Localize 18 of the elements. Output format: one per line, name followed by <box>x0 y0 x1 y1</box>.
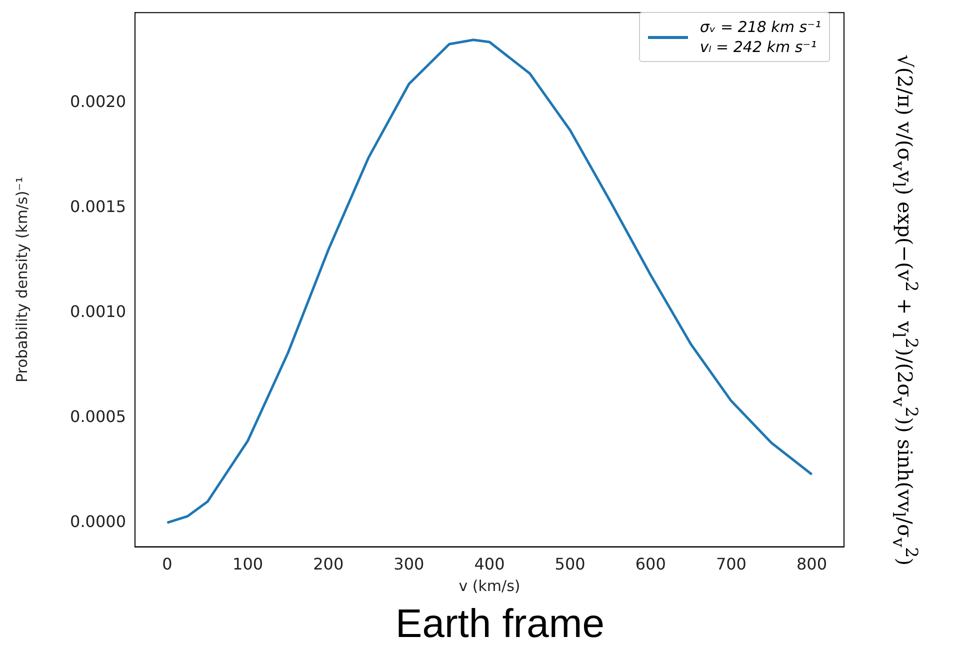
x-axis-title: v (km/s) <box>458 576 520 595</box>
x-tick-label: 0 <box>162 554 172 574</box>
x-tick-label: 200 <box>313 554 344 574</box>
y-tick-label: 0.0005 <box>70 406 126 426</box>
x-tick-label: 300 <box>394 554 424 574</box>
text: Earth frame <box>394 602 606 647</box>
x-tick-label: 600 <box>635 554 666 574</box>
legend-label: σᵥ = 218 km s⁻¹ vₗ = 242 km s⁻¹ <box>700 17 821 57</box>
y-tick-label: 0.0010 <box>70 302 126 321</box>
x-tick-label: 500 <box>554 554 586 574</box>
y-axis-title: Probability density (km/s)⁻¹ <box>12 176 31 383</box>
y-tick-label: 0.0000 <box>70 512 126 531</box>
y-tick-label: 0.0015 <box>70 196 126 216</box>
x-tick-label: 700 <box>716 554 746 574</box>
x-tick-label: 100 <box>232 554 264 574</box>
y-tick-label: 0.0020 <box>70 92 126 112</box>
x-tick-label: 800 <box>796 554 828 574</box>
x-tick-label: 400 <box>474 554 505 574</box>
